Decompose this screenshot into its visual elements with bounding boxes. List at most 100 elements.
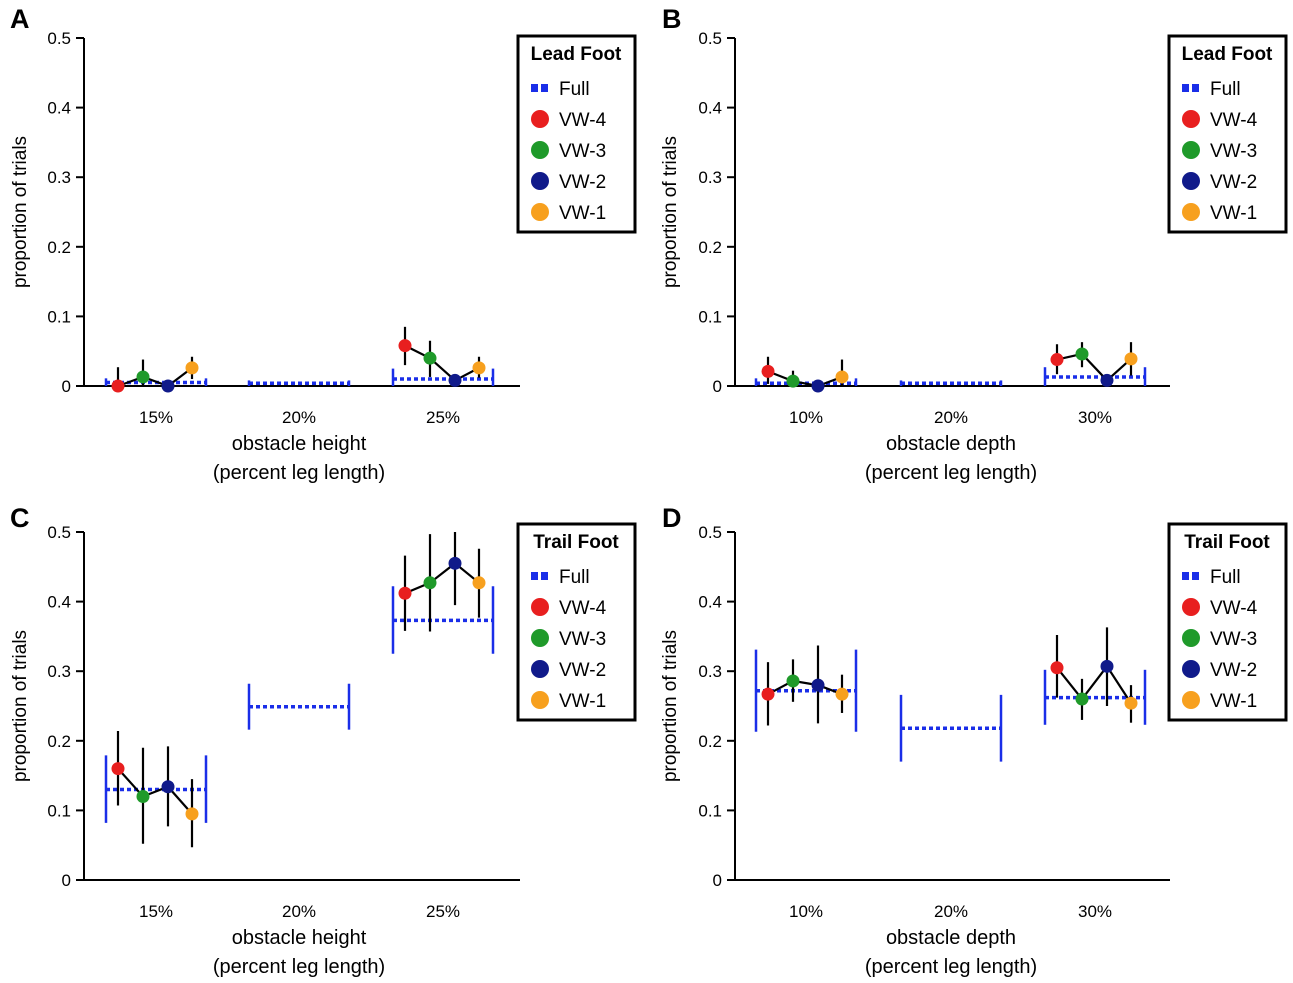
y-tick-label: 0.2 — [698, 238, 722, 257]
y-tick-label: 0.4 — [698, 99, 722, 118]
legend-dot-marker — [531, 660, 549, 678]
vw-point-vw3 — [787, 674, 800, 687]
vw-point-vw3 — [137, 370, 150, 383]
legend-dash-marker — [1192, 572, 1199, 580]
vw-point-vw2 — [449, 374, 462, 387]
legend-label: VW-1 — [1210, 203, 1257, 224]
x-tick-label: 25% — [426, 408, 460, 427]
vw-point-vw3 — [1076, 347, 1089, 360]
x-axis-label-units: (percent leg length) — [865, 956, 1037, 978]
legend-dot-marker — [531, 203, 549, 221]
y-tick-label: 0.5 — [47, 523, 71, 542]
panel-d: D00.10.20.30.40.5proportion of trials10%… — [660, 503, 1286, 978]
legend: Lead FootFullVW-4VW-3VW-2VW-1 — [1169, 36, 1286, 232]
y-tick-label: 0.2 — [698, 732, 722, 751]
legend-dash-marker — [1182, 572, 1189, 580]
y-tick-label: 0.3 — [698, 662, 722, 681]
legend-label: VW-4 — [1210, 598, 1258, 619]
vw-connect-line — [405, 346, 479, 381]
vw-point-vw3 — [137, 790, 150, 803]
panel-letter: D — [662, 503, 682, 533]
legend-dash-marker — [531, 84, 538, 92]
x-tick-label: 15% — [139, 902, 173, 921]
legend-label: VW-4 — [1210, 110, 1258, 131]
legend-dot-marker — [531, 691, 549, 709]
legend-dot-marker — [1182, 691, 1200, 709]
vw-point-vw1 — [1125, 697, 1138, 710]
legend-title: Trail Foot — [533, 532, 619, 553]
y-tick-label: 0.5 — [698, 523, 722, 542]
x-tick-label: 10% — [789, 902, 823, 921]
vw-point-vw3 — [424, 352, 437, 365]
legend-dot-marker — [531, 629, 549, 647]
x-axis-label: obstacle depth — [886, 433, 1016, 455]
y-tick-label: 0 — [713, 871, 722, 890]
legend: Lead FootFullVW-4VW-3VW-2VW-1 — [518, 36, 635, 232]
panel-letter: C — [10, 503, 30, 533]
legend-label: VW-3 — [559, 629, 606, 650]
y-tick-label: 0.1 — [47, 307, 71, 326]
y-axis-label: proportion of trials — [660, 630, 681, 782]
y-axis-label: proportion of trials — [10, 136, 31, 288]
x-tick-label: 20% — [934, 408, 968, 427]
vw-point-vw3 — [1076, 693, 1089, 706]
x-axis-label-units: (percent leg length) — [213, 956, 385, 978]
vw-point-vw4 — [1051, 353, 1064, 366]
vw-point-vw1 — [836, 370, 849, 383]
x-tick-label: 20% — [282, 408, 316, 427]
legend-label: VW-2 — [559, 660, 606, 681]
y-axis-label: proportion of trials — [10, 630, 31, 782]
panel-a: A 0 0.1 0.2 0.3 0.4 0.5 proportion of trials 15%… — [10, 4, 635, 484]
vw-point-vw1 — [473, 361, 486, 374]
vw-point-vw1 — [473, 576, 486, 589]
legend-dash-marker — [531, 572, 538, 580]
y-tick-label: 0.2 — [47, 732, 71, 751]
legend-label: VW-2 — [1210, 660, 1257, 681]
legend-label: VW-4 — [559, 110, 607, 131]
vw-point-vw2 — [1101, 660, 1114, 673]
vw-point-vw4 — [399, 587, 412, 600]
vw-point-vw1 — [186, 807, 199, 820]
y-tick-label: 0.1 — [698, 307, 722, 326]
vw-point-vw4 — [112, 762, 125, 775]
legend-dot-marker — [1182, 110, 1200, 128]
legend-dot-marker — [531, 110, 549, 128]
legend-title: Lead Foot — [1182, 44, 1273, 65]
y-axis-label: proportion of trials — [660, 136, 681, 288]
vw-point-vw3 — [424, 576, 437, 589]
x-tick-label: 15% — [139, 408, 173, 427]
x-axis-label: obstacle height — [232, 927, 367, 949]
legend-label: VW-3 — [1210, 141, 1257, 162]
legend-dot-marker — [1182, 141, 1200, 159]
y-tick-label: 0.2 — [47, 238, 71, 257]
legend-dot-marker — [1182, 172, 1200, 190]
legend-label: Full — [1210, 567, 1241, 588]
vw-point-vw2 — [162, 780, 175, 793]
legend-dot-marker — [531, 598, 549, 616]
legend-label: VW-1 — [559, 691, 606, 712]
legend-dash-marker — [541, 572, 548, 580]
panel-c: C00.10.20.30.40.5proportion of trials15%… — [10, 503, 635, 978]
y-tick-label: 0.3 — [698, 168, 722, 187]
x-axis-label-units: (percent leg length) — [865, 462, 1037, 484]
vw-point-vw1 — [1125, 352, 1138, 365]
legend-label: VW-4 — [559, 598, 607, 619]
vw-point-vw4 — [762, 365, 775, 378]
legend-dot-marker — [1182, 203, 1200, 221]
x-tick-label: 20% — [282, 902, 316, 921]
y-tick-label: 0.4 — [47, 99, 71, 118]
legend-label: Full — [559, 567, 590, 588]
x-tick-label: 10% — [789, 408, 823, 427]
x-axis-label: obstacle height — [232, 433, 367, 455]
y-tick-label: 0.5 — [47, 29, 71, 48]
vw-point-vw2 — [162, 380, 175, 393]
y-tick-label: 0.1 — [47, 801, 71, 820]
x-axis-label: obstacle depth — [886, 927, 1016, 949]
panel-b: B 0 0.1 0.2 0.3 0.4 0.5 proportion of trials 10%… — [660, 4, 1286, 484]
legend-dot-marker — [531, 172, 549, 190]
vw-point-vw1 — [836, 688, 849, 701]
y-tick-label: 0 — [713, 377, 722, 396]
legend-label: VW-3 — [559, 141, 606, 162]
legend-dash-marker — [1192, 84, 1199, 92]
